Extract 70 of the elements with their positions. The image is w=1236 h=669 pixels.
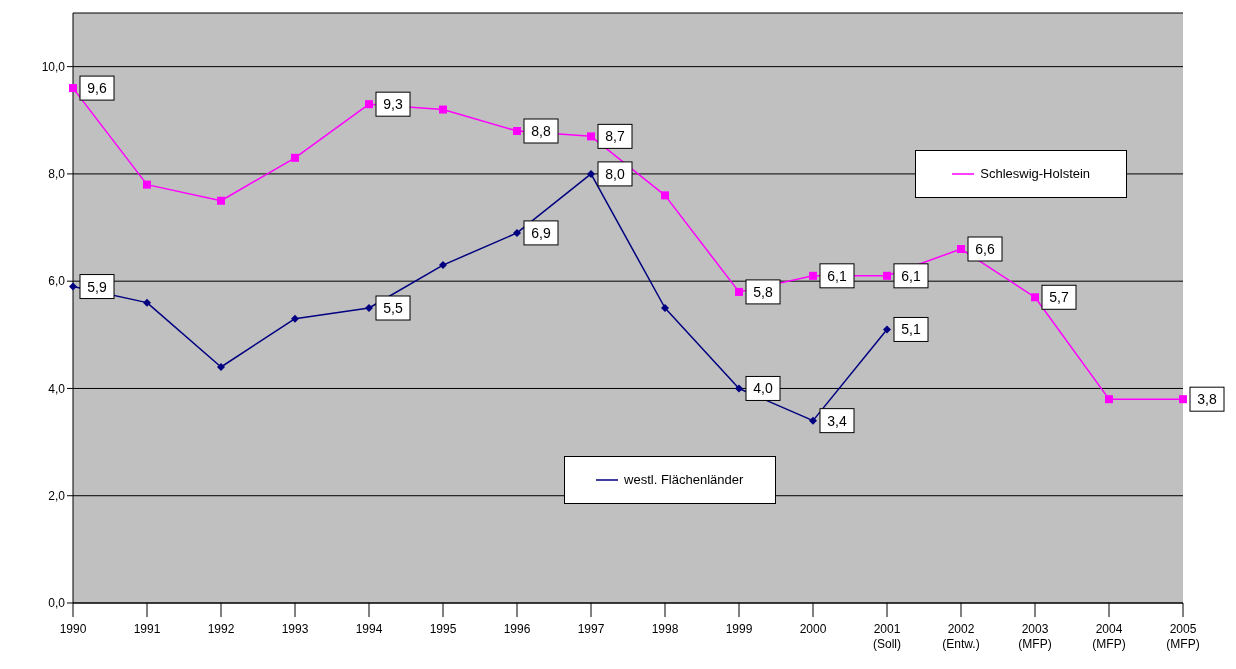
- x-tick-label: 2000: [799, 622, 827, 636]
- data-label: 5,5: [383, 300, 403, 316]
- x-tick-label: 1995: [429, 622, 457, 636]
- data-label: 8,7: [605, 128, 625, 145]
- point: [217, 363, 225, 371]
- data-label: 5,1: [901, 321, 921, 338]
- point: [587, 169, 595, 178]
- label-box: Schleswig-Holstein: [915, 149, 1128, 198]
- point: [365, 100, 373, 109]
- point: [143, 298, 151, 307]
- x-tick-label: 1996: [503, 622, 531, 636]
- data-label: 5,8: [753, 283, 773, 300]
- data-label: 3,4: [827, 412, 847, 429]
- x-tick-label: 2004 (MFP): [1092, 622, 1126, 651]
- data-label: 5,9: [87, 278, 107, 295]
- y-tick-label: 10,0: [41, 59, 66, 74]
- point: [439, 261, 447, 270]
- data-label: 4,0: [753, 380, 773, 397]
- data-label: 8,0: [605, 165, 625, 182]
- y-tick-label: 2,0: [48, 488, 66, 503]
- x-tick-label: 2005 (MFP): [1166, 622, 1200, 651]
- data-label: 6,1: [901, 267, 921, 284]
- data-label: 8,8: [531, 123, 551, 139]
- point: [365, 304, 373, 312]
- point: [809, 416, 817, 425]
- point: [217, 196, 225, 205]
- x-tick-label: 1991: [133, 622, 161, 636]
- y-tick-label: 8,0: [48, 167, 66, 182]
- point: [587, 132, 595, 141]
- x-tick-label: 2001 (Soll): [872, 622, 902, 651]
- legend-label: westl. Flächenländer: [624, 472, 744, 488]
- x-tick-label: 1993: [281, 622, 309, 636]
- point: [1031, 293, 1039, 302]
- point: [143, 180, 151, 189]
- x-tick-label: 1999: [725, 622, 753, 636]
- point: [1179, 395, 1187, 404]
- point: [661, 191, 669, 200]
- point: [661, 304, 669, 312]
- data-label: 9,6: [87, 80, 107, 97]
- y-tick-label: 0,0: [48, 596, 66, 611]
- point: [957, 245, 965, 253]
- point: [735, 287, 743, 296]
- point: [69, 84, 77, 93]
- data-label: 6,1: [827, 267, 847, 284]
- data-label: 9,3: [383, 96, 403, 113]
- x-tick-label: 1994: [355, 622, 383, 636]
- point: [291, 153, 299, 162]
- point: [809, 271, 817, 280]
- legend-label: Schleswig-Holstein: [980, 166, 1091, 182]
- x-tick-label: 2002 (Entw.): [942, 622, 980, 651]
- x-tick-label: 2003 (MFP): [1018, 622, 1052, 651]
- point: [291, 314, 299, 323]
- point: [513, 228, 521, 237]
- point: [1105, 395, 1113, 404]
- point: [439, 105, 447, 114]
- point: [883, 325, 891, 334]
- data-label: 6,6: [975, 241, 995, 257]
- x-tick-label: 1990: [59, 622, 87, 636]
- data-label: 3,8: [1197, 391, 1217, 408]
- y-tick-label: 4,0: [48, 381, 66, 396]
- label-box: westl. Flächenländer: [563, 455, 776, 504]
- x-tick-label: 1992: [207, 622, 235, 636]
- data-label: 5,7: [1049, 289, 1069, 306]
- x-tick-label: 1998: [651, 622, 679, 636]
- point: [883, 271, 891, 280]
- data-label: 6,9: [531, 224, 551, 241]
- x-tick-label: 1997: [577, 622, 605, 636]
- point: [735, 384, 743, 393]
- y-tick-label: 6,0: [48, 274, 66, 289]
- point: [513, 127, 521, 135]
